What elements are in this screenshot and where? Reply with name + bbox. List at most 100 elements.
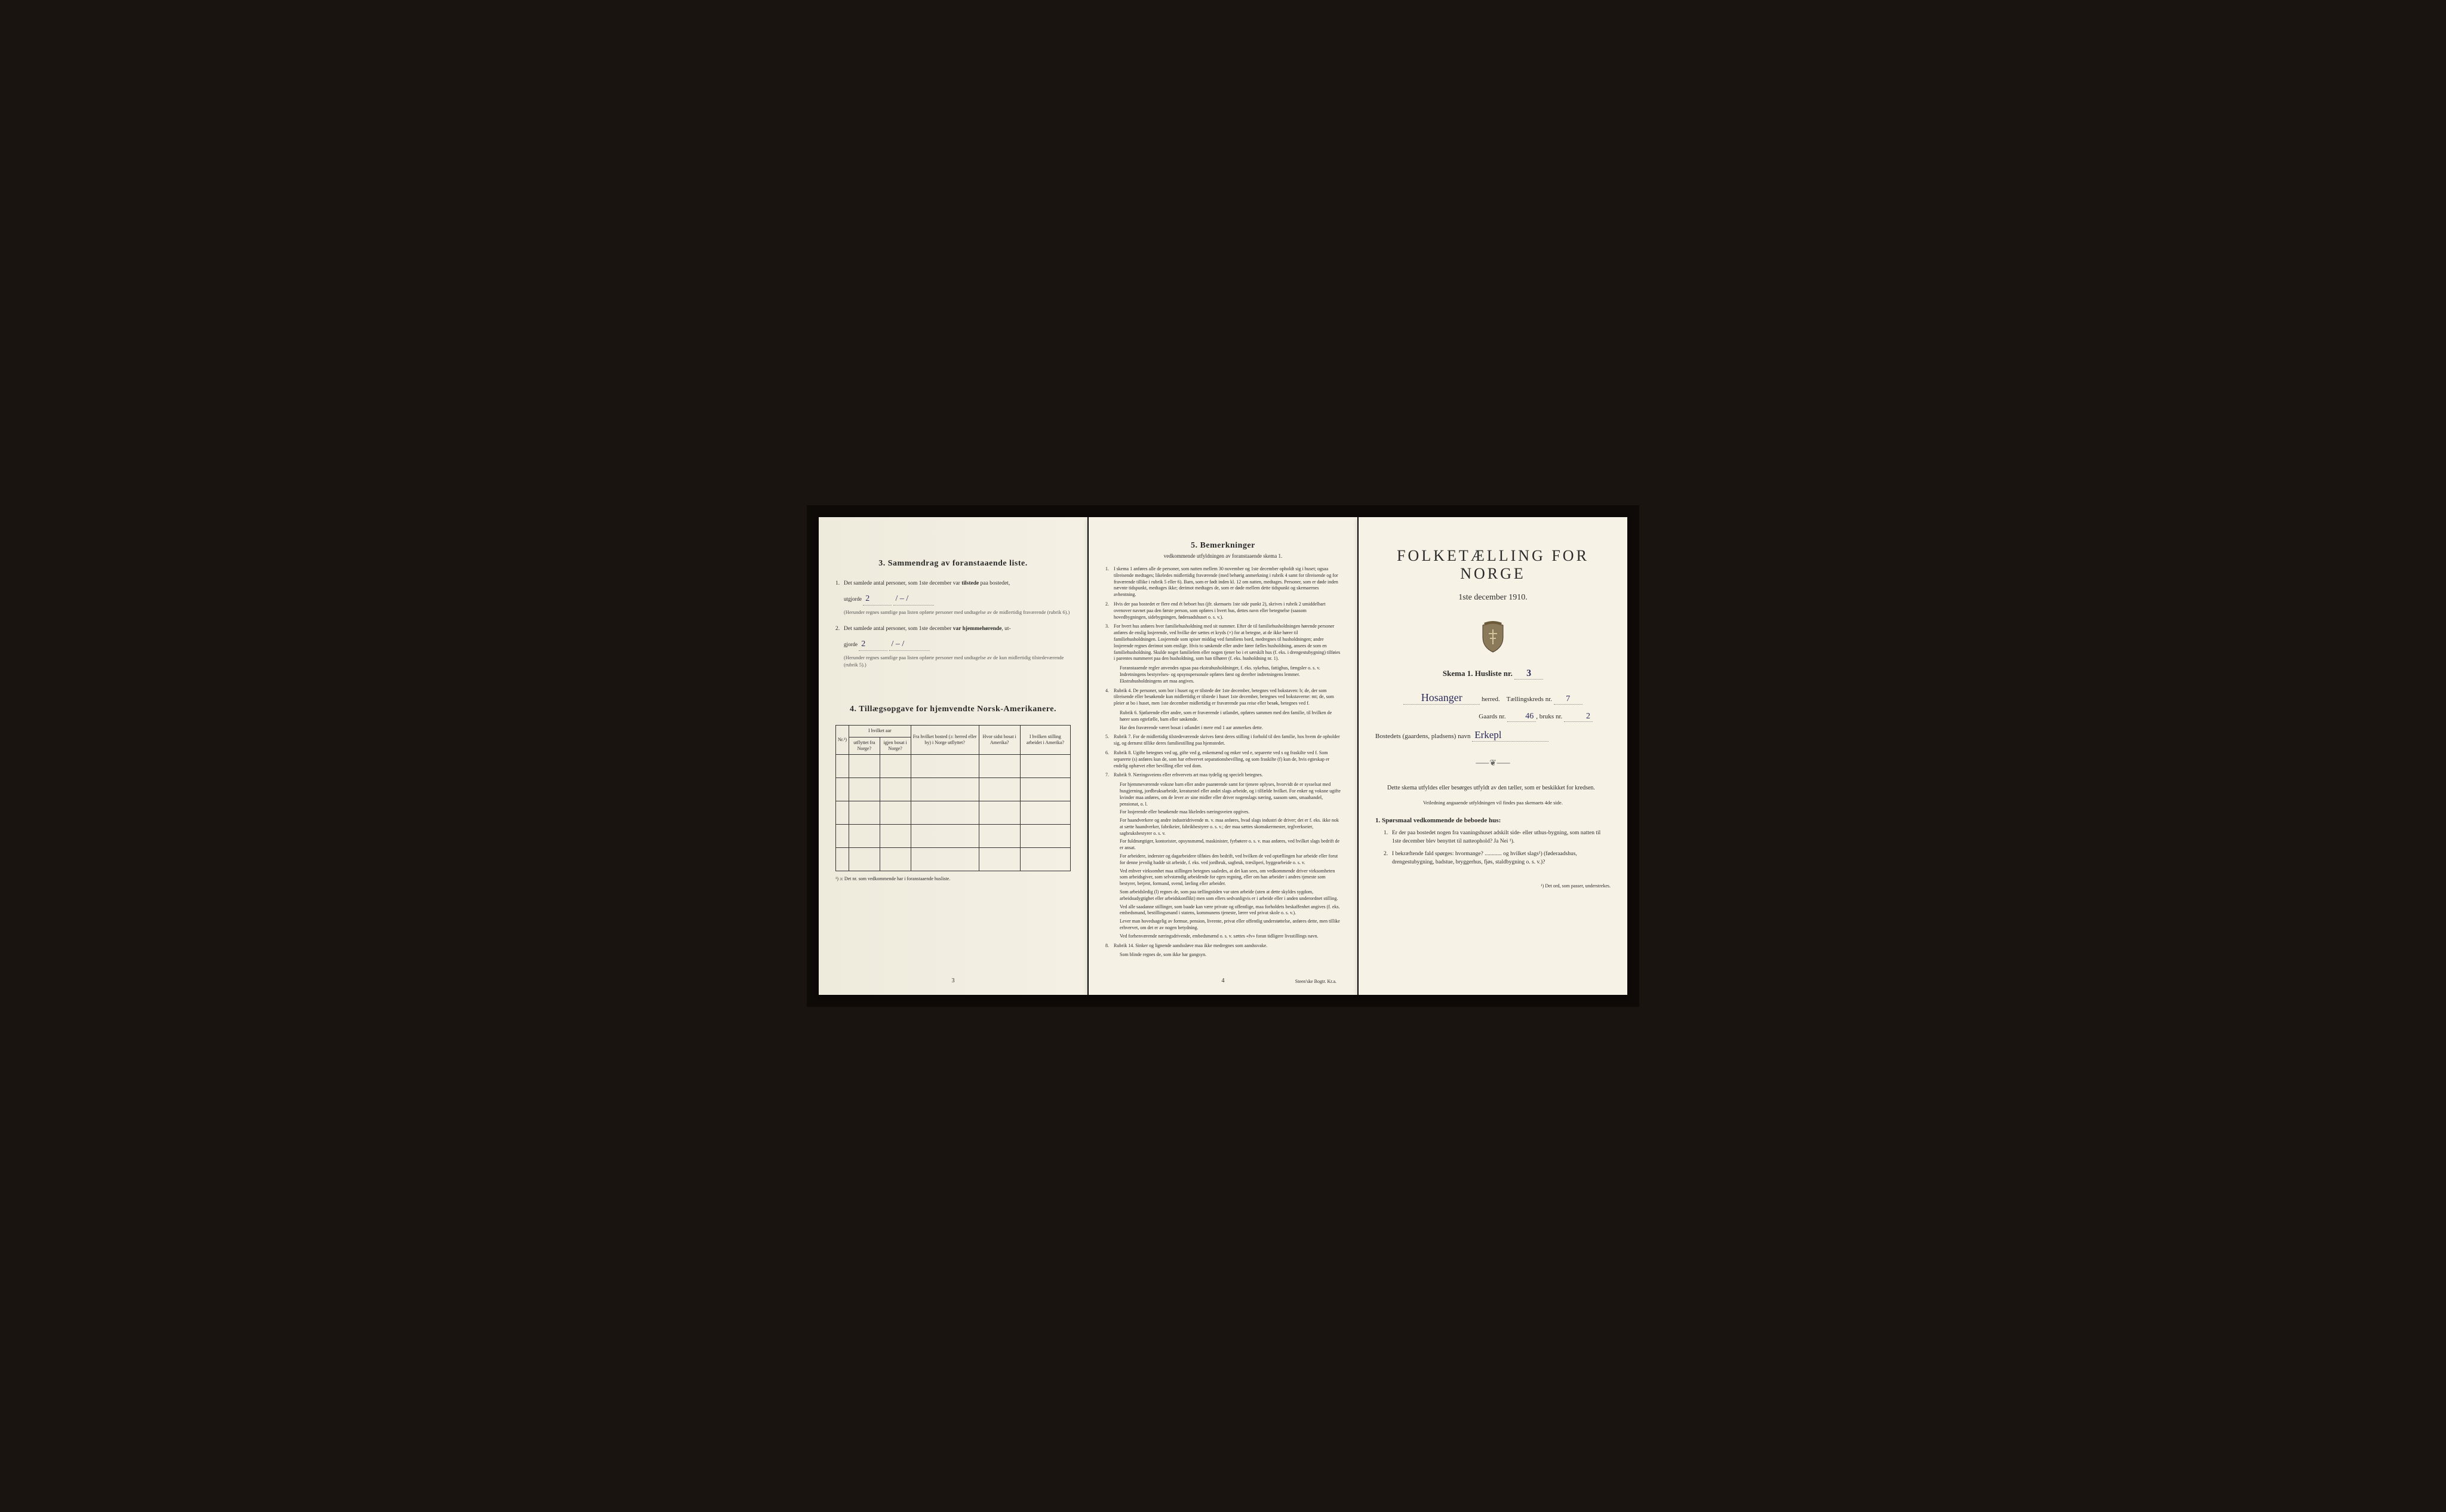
item-number (1111, 710, 1120, 723)
page-number: 4 (1222, 978, 1225, 984)
handwritten-value: 2 (859, 638, 887, 651)
page-left: 3. Sammendrag av foranstaaende liste. 1.… (819, 517, 1087, 995)
remarks-item: Ved forhenværende næringsdrivende, embed… (1105, 933, 1341, 940)
remarks-list: 1.I skema 1 anføres alle de personer, so… (1105, 566, 1341, 958)
item-number (1111, 838, 1120, 852)
instruction-2: Veiledning angaaende utfyldningen vil fi… (1375, 799, 1611, 807)
footnote: ¹) ɔ: Det nr. som vedkommende har i fora… (835, 876, 1071, 881)
section-5-subhead: vedkommende utfyldningen av foranstaaend… (1105, 553, 1341, 559)
remarks-item: Som blinde regnes de, som ikke har gangs… (1105, 952, 1341, 958)
remarks-text: For losjerende eller besøkende maa likel… (1120, 809, 1341, 816)
herred-line: Hosanger herred. Tællingskreds nr. 7 (1375, 692, 1611, 705)
item-number: 2. (1384, 850, 1392, 867)
table-header: Nr.¹) (836, 726, 849, 755)
table-row (836, 825, 1071, 848)
remarks-item: 5.Rubrik 7. For de midlertidig tilstedev… (1105, 734, 1341, 747)
sporsmaal-text: I bekræftende fald spørges: hvormange? .… (1392, 850, 1611, 867)
remarks-item: Har den fraværende været bosat i utlande… (1105, 725, 1341, 732)
remarks-text: For hjemmeværende voksne barn eller andr… (1120, 782, 1341, 807)
item-number (1111, 809, 1120, 816)
remarks-text: For haandverkere og andre industridriven… (1120, 818, 1341, 837)
remarks-item: 8.Rubrik 14. Sinker og lignende aandsslø… (1105, 943, 1341, 949)
remarks-item: 1.I skema 1 anføres alle de personer, so… (1105, 566, 1341, 598)
item-text: Det samlede antal personer, som 1ste dec… (844, 625, 1071, 633)
remarks-text: Foranstaaende regler anvendes ogsaa paa … (1120, 665, 1341, 684)
table-header: Hvor sidst bosat i Amerika? (979, 726, 1020, 755)
gaards-nr: 46 (1507, 712, 1536, 722)
remarks-text: Rubrik 7. For de midlertidig tilstedevær… (1114, 734, 1341, 747)
skema-line: Skema 1. Husliste nr. 3 (1375, 668, 1611, 680)
table-header: utflyttet fra Norge? (849, 737, 880, 755)
item-text: Det samlede antal personer, som 1ste dec… (844, 579, 1071, 588)
item-number: 7. (1105, 772, 1114, 779)
sporsmaal-2: 2. I bekræftende fald spørges: hvormange… (1384, 850, 1611, 867)
table-row (836, 801, 1071, 825)
footnote: ¹) Det ord, som passer, understrekes. (1375, 883, 1611, 889)
document-subtitle: 1ste december 1910. (1375, 593, 1611, 603)
table-amerikanere: Nr.¹) I hvilket aar Fra hvilket bosted (… (835, 725, 1071, 871)
item-number (1111, 904, 1120, 917)
remarks-item: Foranstaaende regler anvendes ogsaa paa … (1105, 665, 1341, 684)
remarks-text: For fuldmægtiger, kontorister, opsynsmæn… (1120, 838, 1341, 852)
item-number (1111, 933, 1120, 940)
remarks-item: 6.Rubrik 8. Ugifte betegnes ved ug, gift… (1105, 750, 1341, 769)
table-row (836, 848, 1071, 871)
remarks-item: For hjemmeværende voksne barn eller andr… (1105, 782, 1341, 807)
remarks-text: Rubrik 14. Sinker og lignende aandssløve… (1114, 943, 1341, 949)
page-middle: 5. Bemerkninger vedkommende utfyldningen… (1089, 517, 1357, 995)
item-2-line2: gjorde 2 / – / (844, 638, 1071, 651)
kreds-nr: 7 (1554, 694, 1582, 705)
remarks-item: Rubrik 6. Sjøfarende eller andre, som er… (1105, 710, 1341, 723)
item-number: 6. (1105, 750, 1114, 769)
bosted-line: Bostedets (gaardens, pladsens) navn Erke… (1375, 729, 1611, 742)
remarks-text: Som arbeidsledig (l) regnes de, som paa … (1120, 889, 1341, 902)
item-number (1111, 952, 1120, 958)
remarks-text: Rubrik 8. Ugifte betegnes ved ug, gifte … (1114, 750, 1341, 769)
ornament-divider-icon: ⸺❦⸺ (1375, 757, 1611, 769)
remarks-item: For fuldmægtiger, kontorister, opsynsmæn… (1105, 838, 1341, 852)
remarks-item: 2.Hvis der paa bostedet er flere end ét … (1105, 601, 1341, 620)
instruction-1: Dette skema utfyldes eller besørges utfy… (1375, 783, 1611, 793)
shield-icon (1478, 620, 1508, 653)
table-row (836, 755, 1071, 778)
item-number: 4. (1105, 688, 1114, 707)
item-number (1111, 665, 1120, 684)
item-number (1111, 918, 1120, 932)
item-number: 2. (835, 626, 844, 632)
coat-of-arms-icon (1478, 620, 1508, 653)
item-number: 2. (1105, 601, 1114, 620)
remarks-item: 4.Rubrik 4. De personer, som bor i huset… (1105, 688, 1341, 707)
item-1-paren: (Herunder regnes samtlige paa listen opf… (844, 609, 1071, 616)
remarks-text: Hvis der paa bostedet er flere end ét be… (1114, 601, 1341, 620)
table-header: I hvilken stilling arbeidet i Amerika? (1020, 726, 1070, 755)
remarks-item: Lever man hovedsagelig av formue, pensio… (1105, 918, 1341, 932)
item-number: 8. (1105, 943, 1114, 949)
imprint: Steen'ske Bogtr. Kr.a. (1295, 979, 1336, 984)
remarks-text: Ved forhenværende næringsdrivende, embed… (1120, 933, 1341, 940)
table-header: I hvilket aar (849, 726, 911, 737)
item-number (1111, 868, 1120, 887)
bruks-nr: 2 (1564, 712, 1593, 722)
table-row (836, 778, 1071, 801)
remarks-item: For arbeidere, inderster og dagarbeidere… (1105, 853, 1341, 866)
item-number: 3. (1105, 623, 1114, 662)
item-number (1111, 818, 1120, 837)
item-number: 5. (1105, 734, 1114, 747)
gaards-line: Gaards nr. 46, bruks nr. 2 (1375, 712, 1611, 722)
remarks-item: Ved enhver virksomhet maa stillingen bet… (1105, 868, 1341, 887)
item-number (1111, 725, 1120, 732)
remarks-text: Ved alle saadanne stillinger, som baade … (1120, 904, 1341, 917)
remarks-text: Ved enhver virksomhet maa stillingen bet… (1120, 868, 1341, 887)
remarks-item: For losjerende eller besøkende maa likel… (1105, 809, 1341, 816)
item-number: 1. (1105, 566, 1114, 598)
section-5-heading: 5. Bemerkninger (1105, 541, 1341, 551)
herred-name: Hosanger (1403, 692, 1480, 705)
section-3-heading: 3. Sammendrag av foranstaaende liste. (835, 559, 1071, 568)
table-header: igjen bosat i Norge? (880, 737, 911, 755)
remarks-text: Rubrik 6. Sjøfarende eller andre, som er… (1120, 710, 1341, 723)
sporsmaal-heading: 1. Spørsmaal vedkommende de beboede hus: (1375, 817, 1611, 824)
page-number: 3 (952, 978, 955, 984)
handwritten-value: / – / (889, 638, 930, 651)
remarks-item: 3.For hvert hus anføres hver familiehush… (1105, 623, 1341, 662)
remarks-text: Rubrik 4. De personer, som bor i huset o… (1114, 688, 1341, 707)
